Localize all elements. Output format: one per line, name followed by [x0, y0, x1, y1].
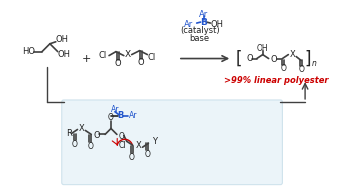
Text: >99% linear polyester: >99% linear polyester: [224, 76, 329, 85]
Text: HO: HO: [22, 47, 35, 56]
Text: +: +: [82, 53, 91, 64]
Text: O: O: [298, 65, 304, 74]
Text: O: O: [129, 153, 135, 162]
Text: (catalyst): (catalyst): [180, 26, 219, 36]
Text: O: O: [144, 150, 150, 159]
Text: OH: OH: [58, 50, 71, 59]
Text: O: O: [93, 131, 100, 140]
FancyBboxPatch shape: [62, 100, 282, 185]
Text: O: O: [108, 113, 114, 122]
Text: O: O: [115, 59, 121, 68]
Text: Y: Y: [152, 137, 158, 146]
Text: [: [: [236, 50, 242, 67]
Text: O: O: [247, 54, 253, 63]
Text: OH: OH: [56, 35, 69, 44]
Text: Ar: Ar: [111, 105, 119, 114]
Text: X: X: [136, 141, 142, 150]
Text: O: O: [137, 58, 144, 67]
Text: base: base: [190, 34, 210, 43]
Text: Cl: Cl: [147, 53, 156, 62]
Text: O: O: [270, 55, 277, 64]
Text: O: O: [72, 140, 78, 149]
Text: ]: ]: [305, 50, 311, 67]
Text: OH: OH: [211, 19, 223, 29]
Text: X: X: [125, 50, 131, 59]
Text: Ar: Ar: [129, 111, 137, 120]
Text: O: O: [87, 142, 93, 151]
Text: Cl: Cl: [119, 141, 127, 150]
Text: Cl: Cl: [98, 51, 107, 60]
Text: X: X: [290, 50, 295, 59]
Text: OH: OH: [257, 44, 269, 53]
Text: Ar: Ar: [199, 10, 208, 19]
Text: B: B: [118, 111, 124, 120]
Text: X: X: [79, 124, 84, 133]
Text: n: n: [312, 59, 317, 68]
Text: B: B: [200, 18, 207, 27]
Text: O: O: [280, 64, 286, 73]
Text: R: R: [66, 129, 72, 138]
Text: O: O: [119, 132, 125, 141]
Text: Ar: Ar: [183, 19, 193, 29]
